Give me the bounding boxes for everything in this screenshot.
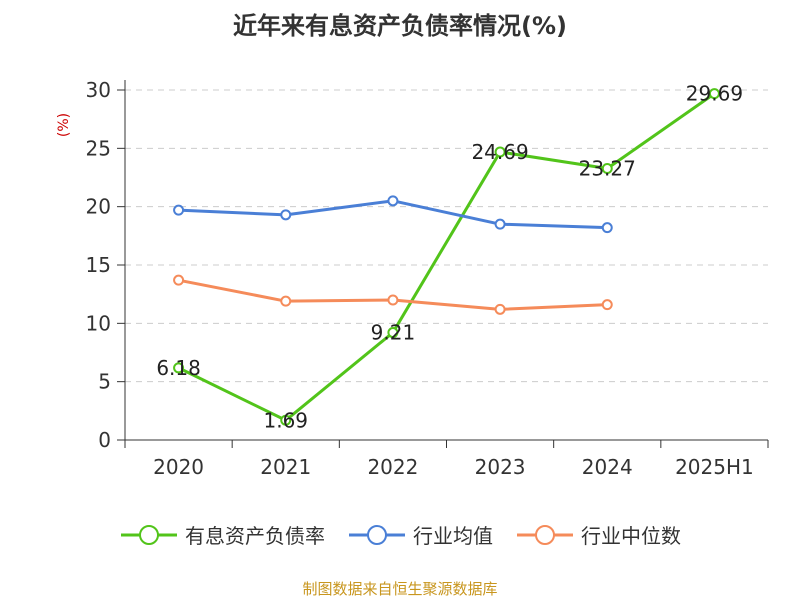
data-point (494, 303, 506, 315)
legend-marker (139, 524, 159, 545)
data-point (494, 218, 506, 230)
y-tick-label: 25 (86, 136, 111, 160)
legend-item[interactable]: 行业均值 (347, 520, 493, 549)
data-label: 23.27 (579, 157, 636, 181)
data-point (280, 295, 292, 307)
data-point (601, 299, 613, 311)
chart-title: 近年来有息资产负债率情况(%) (233, 12, 567, 40)
data-point (601, 222, 613, 234)
x-tick-label: 2020 (153, 455, 204, 479)
legend-swatch (121, 524, 177, 545)
legend-label: 行业中位数 (581, 524, 681, 548)
y-tick-label: 5 (98, 370, 111, 394)
legend-marker (535, 524, 555, 545)
legend-item[interactable]: 行业中位数 (515, 520, 681, 549)
data-label: 29.69 (686, 82, 743, 106)
x-tick-label: 2021 (260, 455, 311, 479)
y-tick-label: 10 (86, 311, 111, 335)
data-label: 9.21 (371, 321, 416, 345)
legend: 有息资产负债率 行业均值 行业中位数 (0, 520, 800, 549)
series-line (177, 92, 716, 422)
data-point (387, 294, 399, 306)
data-label: 1.69 (263, 408, 308, 432)
source-note: 制图数据来自恒生聚源数据库 (302, 580, 498, 598)
legend-item[interactable]: 有息资产负债率 (119, 520, 325, 549)
data-point (280, 414, 292, 426)
x-tick-label: 2024 (582, 455, 633, 479)
data-point (494, 146, 506, 158)
data-point (387, 195, 399, 207)
data-label: 6.18 (156, 356, 201, 380)
legend-marker (367, 524, 387, 545)
data-point (601, 163, 613, 175)
legend-label: 有息资产负债率 (185, 524, 325, 548)
legend-label: 行业均值 (413, 524, 493, 548)
data-point (387, 327, 399, 339)
legend-swatch (517, 524, 573, 545)
data-point (280, 209, 292, 221)
x-tick-label: 2025H1 (675, 455, 754, 479)
y-tick-label: 15 (86, 253, 111, 277)
data-point (173, 274, 185, 286)
x-tick-label: 2023 (475, 455, 526, 479)
data-label: 24.69 (471, 140, 528, 164)
y-tick-label: 20 (86, 195, 111, 219)
data-point (708, 88, 720, 100)
x-tick-label: 2022 (367, 455, 418, 479)
y-tick-label: 0 (98, 428, 111, 452)
legend-swatch (349, 524, 405, 545)
y-axis-label: (%) (56, 113, 72, 137)
data-point (173, 362, 185, 374)
data-point (173, 204, 185, 216)
y-tick-label: 30 (86, 78, 111, 102)
